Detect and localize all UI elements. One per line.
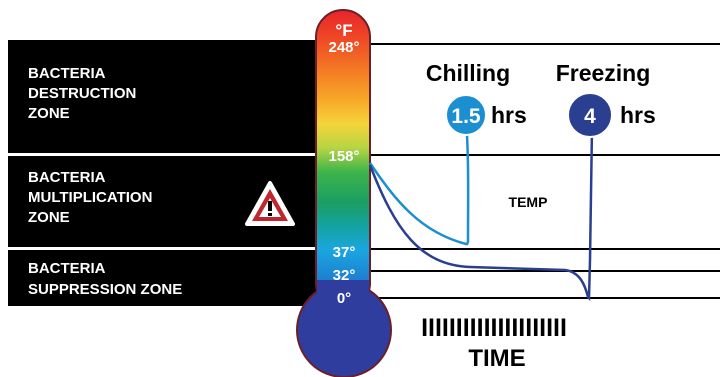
chilling-curve [368, 117, 470, 246]
unit-label: °F [335, 21, 352, 40]
zone-label-line: BACTERIA [28, 169, 106, 186]
freezing-badge [567, 92, 613, 138]
freezing-label: Freezing [556, 60, 651, 86]
zone-label-line: ZONE [28, 209, 70, 226]
temp-label: TEMP [509, 194, 548, 210]
zone-label-line: BACTERIA [28, 65, 106, 82]
freezing-curve [368, 127, 594, 301]
suppression-zone-panel [8, 250, 320, 306]
tick-32: 32° [333, 267, 356, 284]
chilling-badge [445, 94, 487, 136]
zone-label-line: MULTIPLICATION [28, 189, 152, 206]
suppression-zone-label: BACTERIA SUPPRESSION ZONE [28, 260, 182, 298]
time-label: TIME [468, 345, 525, 372]
tick-158: 158° [328, 148, 359, 165]
destruction-zone-label: BACTERIA DESTRUCTION ZONE [28, 65, 136, 122]
zone-label-line: SUPPRESSION ZONE [28, 281, 182, 298]
zone-label-line: DESTRUCTION [28, 85, 136, 102]
time-ticks: IIIIIIIIIIIIIIIIIIIII [421, 314, 567, 342]
tick-248: 248° [328, 39, 359, 56]
warning-triangle-icon [245, 181, 295, 226]
freezing-unit: hrs [620, 102, 656, 128]
zone-label-line: BACTERIA [28, 260, 106, 277]
chilling-value: 1.5 [451, 105, 481, 128]
tick-0: 0° [337, 290, 351, 307]
chilling-unit: hrs [491, 102, 527, 128]
zone-label-line: ZONE [28, 105, 70, 122]
destruction-zone-panel [8, 40, 320, 153]
freezing-value: 4 [584, 105, 596, 128]
tick-37: 37° [333, 244, 356, 261]
chilling-label: Chilling [426, 60, 510, 86]
multiplication-zone-label: BACTERIA MULTIPLICATION ZONE [28, 169, 152, 226]
